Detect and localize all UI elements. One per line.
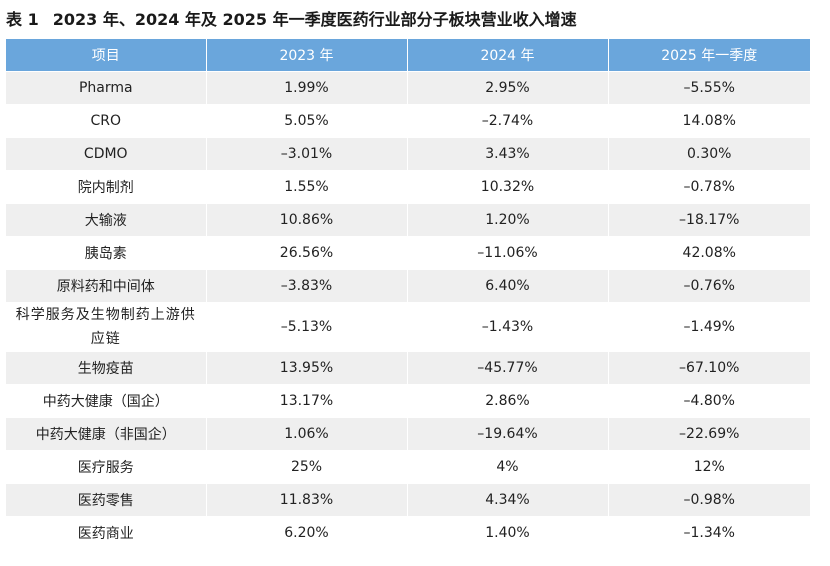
value-2025-q1: –5.55% — [607, 71, 810, 105]
value-2025-q1: –1.34% — [607, 516, 810, 549]
table-title: 2023 年、2024 年及 2025 年一季度医药行业部分子板块营业收入增速 — [52, 10, 577, 29]
value-2023: 13.17% — [205, 384, 407, 418]
table-row: CDMO –3.01% 3.43% 0.30% — [6, 137, 810, 171]
value-2025-q1: 0.30% — [607, 137, 810, 171]
value-2024: 10.32% — [406, 170, 608, 204]
row-label: 医药零售 — [6, 483, 206, 517]
value-2024: 4% — [406, 450, 608, 484]
table-number: 表 1 — [6, 10, 39, 29]
value-2023: 25% — [205, 450, 407, 484]
value-2023: 6.20% — [205, 516, 407, 549]
table-row: 胰岛素 26.56% –11.06% 42.08% — [6, 236, 810, 270]
table-row: 医疗服务 25% 4% 12% — [6, 450, 810, 484]
value-2023: –3.01% — [205, 137, 407, 171]
revenue-growth-table: 项目 2023 年 2024 年 2025 年一季度 Pharma 1.99% … — [6, 39, 810, 549]
column-header-2024: 2024 年 — [406, 39, 608, 72]
value-2023: 26.56% — [205, 236, 407, 270]
header-row: 项目 2023 年 2024 年 2025 年一季度 — [6, 39, 810, 72]
value-2025-q1: –0.76% — [607, 269, 810, 303]
table-row: 中药大健康（国企） 13.17% 2.86% –4.80% — [6, 384, 810, 418]
table-row: CRO 5.05% –2.74% 14.08% — [6, 104, 810, 138]
column-header-2023: 2023 年 — [205, 39, 407, 72]
column-header-2025-q1: 2025 年一季度 — [607, 39, 810, 72]
value-2023: 5.05% — [205, 104, 407, 138]
value-2024: 2.86% — [406, 384, 608, 418]
value-2024: –11.06% — [406, 236, 608, 270]
value-2023: 10.86% — [205, 203, 407, 237]
value-2024: 1.20% — [406, 203, 608, 237]
value-2023: –5.13% — [205, 302, 407, 352]
row-label: 医疗服务 — [6, 450, 206, 484]
row-label: 原料药和中间体 — [6, 269, 206, 303]
value-2025-q1: –1.49% — [607, 302, 810, 352]
table-body: Pharma 1.99% 2.95% –5.55% CRO 5.05% –2.7… — [6, 71, 810, 549]
row-label: CDMO — [6, 137, 206, 171]
table-row: Pharma 1.99% 2.95% –5.55% — [6, 71, 810, 105]
table-row: 医药商业 6.20% 1.40% –1.34% — [6, 516, 810, 549]
table-caption: 表 1 2023 年、2024 年及 2025 年一季度医药行业部分子板块营业收入… — [6, 6, 577, 34]
value-2024: 2.95% — [406, 71, 608, 105]
value-2024: –45.77% — [406, 351, 608, 385]
column-header-item: 项目 — [6, 39, 206, 72]
value-2023: 1.99% — [205, 71, 407, 105]
value-2024: –19.64% — [406, 417, 608, 451]
value-2023: 11.83% — [205, 483, 407, 517]
row-label: Pharma — [6, 71, 206, 105]
value-2025-q1: –0.98% — [607, 483, 810, 517]
value-2023: –3.83% — [205, 269, 407, 303]
row-label: 医药商业 — [6, 516, 206, 549]
value-2025-q1: –22.69% — [607, 417, 810, 451]
value-2024: –2.74% — [406, 104, 608, 138]
value-2024: –1.43% — [406, 302, 608, 352]
value-2024: 1.40% — [406, 516, 608, 549]
row-label: 中药大健康（国企） — [6, 384, 206, 418]
row-label: 中药大健康（非国企） — [6, 417, 206, 451]
table-row: 大输液 10.86% 1.20% –18.17% — [6, 203, 810, 237]
value-2025-q1: 12% — [607, 450, 810, 484]
row-label: 胰岛素 — [6, 236, 206, 270]
table-row: 院内制剂 1.55% 10.32% –0.78% — [6, 170, 810, 204]
row-label: 生物疫苗 — [6, 351, 206, 385]
table-header: 项目 2023 年 2024 年 2025 年一季度 — [6, 39, 810, 72]
value-2023: 1.06% — [205, 417, 407, 451]
value-2024: 4.34% — [406, 483, 608, 517]
value-2023: 1.55% — [205, 170, 407, 204]
value-2025-q1: –0.78% — [607, 170, 810, 204]
value-2023: 13.95% — [205, 351, 407, 385]
row-label: 大输液 — [6, 203, 206, 237]
value-2025-q1: –4.80% — [607, 384, 810, 418]
table-row: 医药零售 11.83% 4.34% –0.98% — [6, 483, 810, 517]
value-2024: 3.43% — [406, 137, 608, 171]
table-row: 中药大健康（非国企） 1.06% –19.64% –22.69% — [6, 417, 810, 451]
value-2025-q1: 42.08% — [607, 236, 810, 270]
table-row: 科学服务及生物制药上游供应链 –5.13% –1.43% –1.49% — [6, 302, 810, 352]
value-2025-q1: –18.17% — [607, 203, 810, 237]
value-2025-q1: –67.10% — [607, 351, 810, 385]
table-row: 原料药和中间体 –3.83% 6.40% –0.76% — [6, 269, 810, 303]
row-label: CRO — [6, 104, 206, 138]
row-label: 院内制剂 — [6, 170, 206, 204]
value-2025-q1: 14.08% — [607, 104, 810, 138]
row-label: 科学服务及生物制药上游供应链 — [6, 302, 206, 352]
value-2024: 6.40% — [406, 269, 608, 303]
table-row: 生物疫苗 13.95% –45.77% –67.10% — [6, 351, 810, 385]
